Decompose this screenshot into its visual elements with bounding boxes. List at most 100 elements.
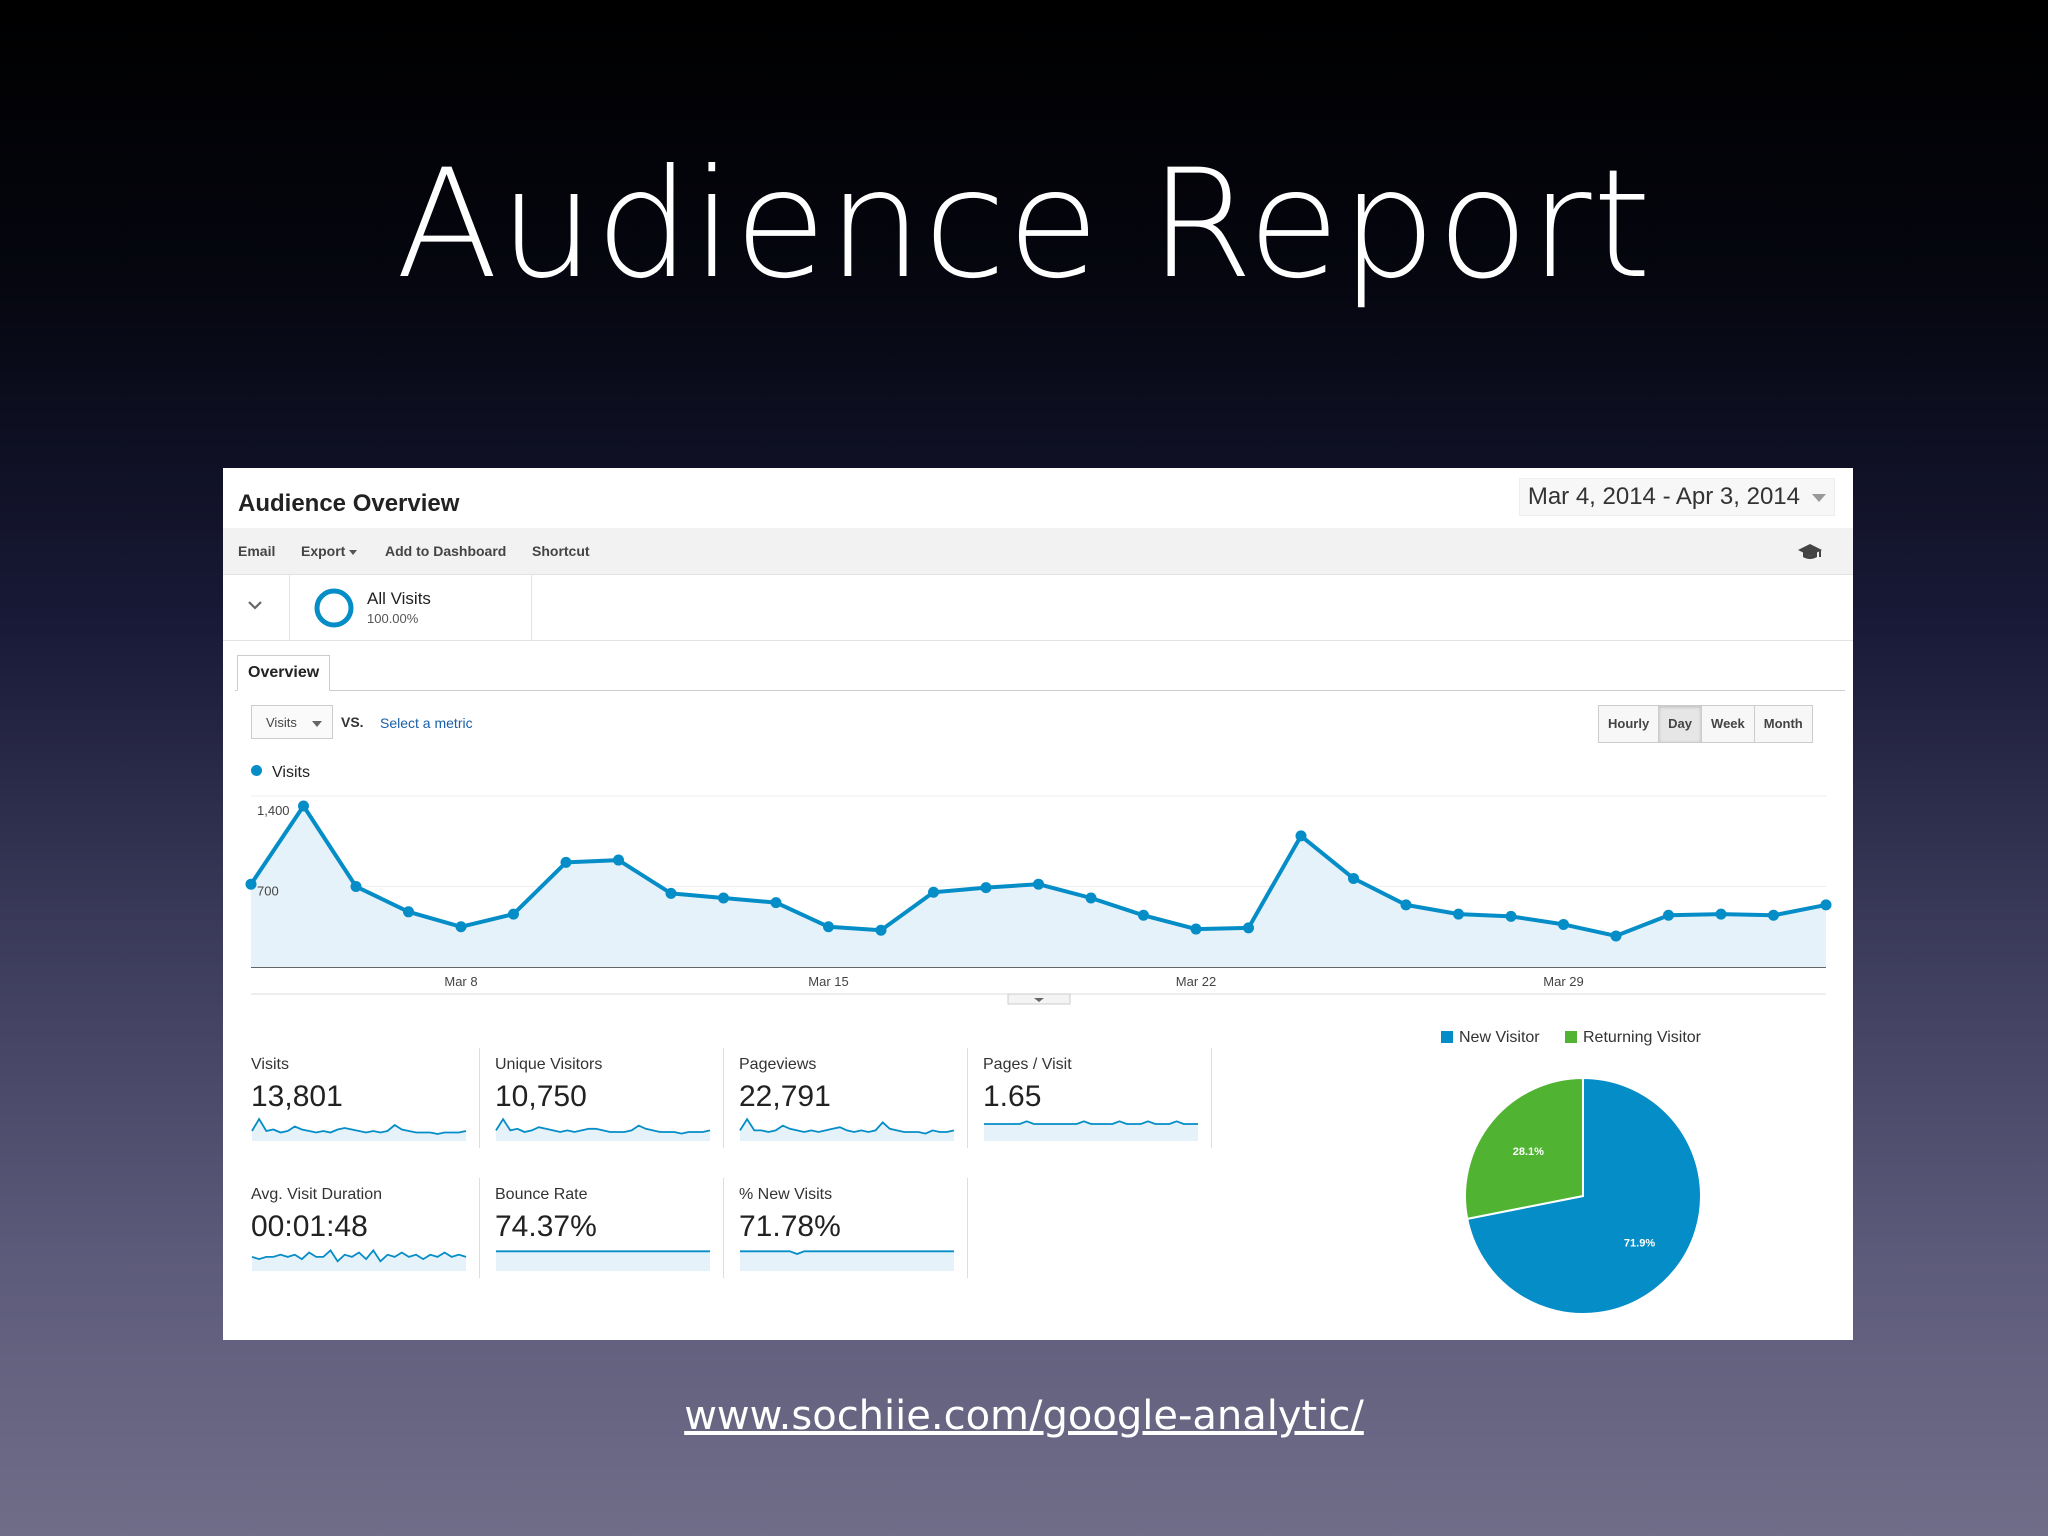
scorecard-label: Bounce Rate [495,1186,588,1203]
sparkline-fill [252,1119,466,1141]
scorecard-sparkline [496,1250,710,1271]
chart-point[interactable] [1768,909,1779,921]
chart-point[interactable] [718,892,729,904]
segment-percent: 100.00% [367,611,419,626]
chart-point[interactable] [928,886,939,898]
x-tick-label: Mar 22 [1176,974,1216,989]
scorecard[interactable]: Pageviews 22,791 [739,1056,955,1146]
chart-point[interactable] [1610,930,1622,942]
analytics-panel: Audience Overview Mar 4, 2014 - Apr 3, 2… [223,468,1853,1340]
divider [289,575,290,640]
chart-point[interactable] [1190,923,1202,935]
segment-ring-icon [313,587,355,634]
chart-point[interactable] [1348,872,1359,884]
chart-point[interactable] [455,921,467,933]
scorecard-sparkline [495,1117,711,1141]
chart-point[interactable] [823,921,834,933]
chart-point[interactable] [245,878,257,890]
scorecard-label: Pageviews [739,1056,817,1073]
chart-point[interactable] [1295,830,1307,842]
chart-point[interactable] [1663,909,1674,921]
scorecard-value: 22,791 [739,1080,831,1113]
sparkline-fill [496,1119,710,1141]
range-button-group: Hourly Day Week Month [1598,705,1813,743]
scorecard-value: 13,801 [251,1080,343,1113]
scorecard[interactable]: Visits 13,801 [251,1056,467,1146]
scorecard-divider [967,1178,968,1278]
scorecard-sparkline [984,1120,1198,1141]
sparkline-line [739,1117,955,1135]
scorecard-label: Avg. Visit Duration [251,1186,383,1203]
scorecard-divider [1211,1048,1212,1148]
scorecard-label: Unique Visitors [495,1056,603,1073]
pie-slice[interactable] [1466,1076,1702,1315]
chart-point[interactable] [1505,910,1517,922]
legend-label: Visits [272,764,310,781]
divider [531,575,532,640]
pie-legend-returning: Returning Visitor [1565,1029,1701,1047]
chart-point[interactable] [560,856,572,868]
month-button[interactable]: Month [1763,716,1803,731]
scorecard[interactable]: Pages / Visit 1.65 [983,1056,1199,1146]
chart-point[interactable] [1558,918,1569,930]
chart-point[interactable] [613,854,624,866]
visits-line-chart: 700 1,400 Mar 8 Mar 15 Mar 22 Mar 29 [245,795,1832,1005]
week-button[interactable]: Week [1702,706,1755,742]
panel-header: Audience Overview Mar 4, 2014 - Apr 3, 2… [223,468,1853,529]
date-range-label: Mar 4, 2014 - Apr 3, 2014 [1527,483,1800,510]
shortcut-button[interactable]: Shortcut [532,543,590,559]
scorecard[interactable]: Unique Visitors 10,750 [495,1056,711,1146]
email-button[interactable]: Email [238,543,276,559]
chart-point[interactable] [1085,892,1097,904]
scorecard[interactable]: Avg. Visit Duration 00:01:48 [251,1186,467,1276]
hourly-button[interactable]: Hourly [1599,706,1660,742]
scorecard-divider [723,1178,724,1278]
add-to-dashboard-button[interactable]: Add to Dashboard [385,543,507,559]
tab-overview[interactable]: Overview [237,655,331,691]
toolbar: Email Export Add to Dashboard Shortcut [223,528,1853,575]
chart-collapse-handle[interactable] [1007,993,1071,1005]
export-button[interactable]: Export [301,543,358,559]
x-tick-label: Mar 29 [1543,974,1583,989]
scorecard-sparkline [251,1117,467,1141]
x-tick-label: Mar 15 [808,974,848,989]
chart-point[interactable] [1138,909,1149,921]
chevron-down-icon[interactable] [245,595,265,620]
chart-point[interactable] [1400,899,1412,911]
day-button[interactable]: Day [1659,706,1703,742]
select-metric-link[interactable]: Select a metric [380,715,473,731]
chart-point[interactable] [298,800,309,812]
chart-point[interactable] [1243,922,1254,934]
source-link[interactable]: www.sochiie.com/google-analytic/ [684,1393,1364,1439]
legend-dot-icon [251,765,262,776]
chart-point[interactable] [1820,899,1832,911]
chart-point[interactable] [403,906,414,918]
graduation-cap-icon[interactable] [1797,542,1823,567]
pie-slice-label: 28.1% [1513,1146,1544,1158]
scorecard[interactable]: Bounce Rate 74.37% [495,1186,711,1276]
scorecard-divider [479,1178,480,1278]
chart-point[interactable] [665,887,677,899]
chart-point[interactable] [1033,878,1044,890]
page-title: Audience Overview [238,490,460,517]
chart-point[interactable] [770,897,782,909]
chart-point[interactable] [1715,908,1727,920]
metric-select[interactable]: Visits [251,705,333,739]
sparkline-fill [252,1250,466,1271]
pie-legend-new: New Visitor [1441,1029,1540,1047]
y-tick-label: 1,400 [257,803,290,818]
date-range-picker[interactable]: Mar 4, 2014 - Apr 3, 2014 [1518,478,1835,516]
chart-point[interactable] [980,882,992,894]
scorecard-value: 71.78% [739,1210,841,1243]
scorecard-value: 10,750 [495,1080,587,1113]
chart-point[interactable] [350,881,362,892]
scorecard-label: % New Visits [739,1186,833,1203]
chart-point[interactable] [508,908,519,920]
chart-point[interactable] [1453,908,1464,920]
segment-name[interactable]: All Visits [367,589,431,608]
scorecard[interactable]: % New Visits 71.78% [739,1186,955,1276]
pie-slice[interactable] [1464,1076,1584,1221]
chart-legend: Visits [251,764,310,782]
chart-point[interactable] [875,924,887,936]
x-tick-label: Mar 8 [444,974,477,989]
